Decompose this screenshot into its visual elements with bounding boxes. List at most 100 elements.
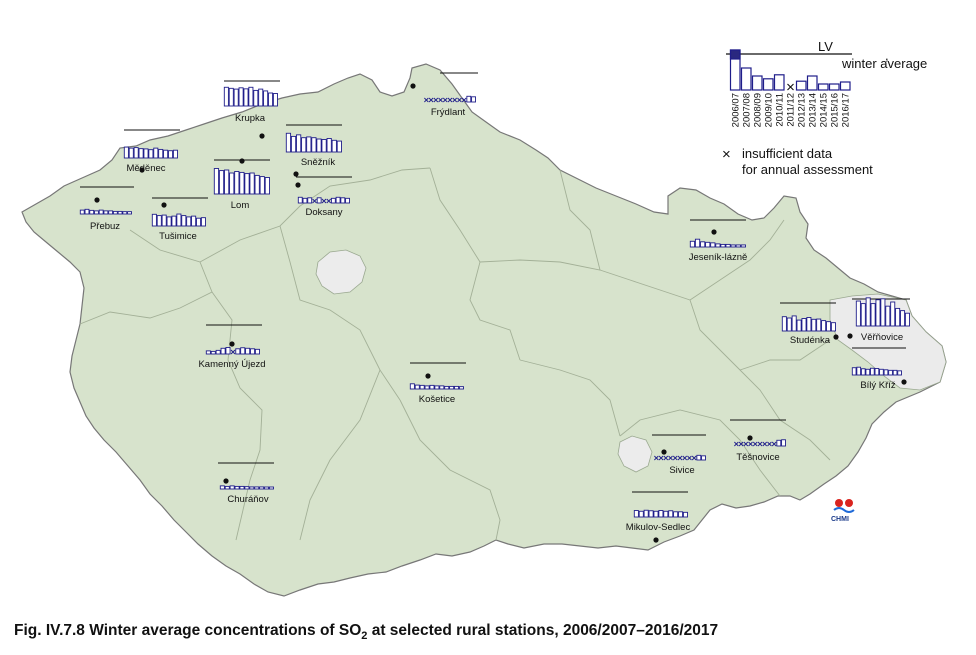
station-label: Přebuz — [90, 221, 120, 232]
winter-average-bar — [245, 347, 251, 355]
winter-average-bar — [259, 486, 265, 490]
winter-average-bar — [851, 367, 857, 376]
winter-average-bar — [705, 241, 711, 248]
insufficient-data-mark — [663, 455, 669, 461]
winter-average-bar — [225, 347, 231, 355]
winter-average-bar — [331, 139, 337, 153]
winter-average-bar — [89, 209, 95, 215]
winter-average-bar — [904, 312, 910, 327]
winter-average-bar — [444, 385, 450, 390]
winter-average-bar — [429, 384, 435, 390]
winter-average-bar — [321, 139, 327, 153]
winter-average-bar — [215, 349, 221, 355]
station-mikulov-sedlec: Mikulov-Sedlec — [626, 491, 690, 543]
station-tesnovice: Těšnovice — [730, 419, 786, 463]
station-dot — [139, 167, 145, 173]
winter-average-bar — [234, 485, 240, 490]
station-label: Frýdlant — [431, 107, 466, 118]
winter-average-bar — [191, 215, 197, 227]
winter-average-bar — [181, 215, 187, 227]
winter-average-bar — [158, 148, 164, 159]
winter-average-bar — [296, 134, 302, 153]
insufficient-data-mark — [677, 455, 683, 461]
legend-dot-mark: , — [885, 48, 889, 63]
winter-average-bar — [855, 300, 861, 327]
winter-average-bar — [259, 176, 265, 195]
winter-average-bar — [890, 301, 896, 327]
winter-average-bar — [224, 169, 230, 195]
winter-average-bar — [897, 370, 902, 376]
insufficient-data-mark — [654, 455, 659, 461]
winter-average-bar — [892, 369, 898, 376]
insufficient-data-mark — [738, 441, 744, 447]
station-krupka: Krupka — [223, 80, 280, 139]
station-label: Věřňovice — [861, 332, 903, 343]
winter-average-bar — [161, 214, 167, 227]
figure-caption: Fig. IV.7.8 Winter average concentration… — [14, 622, 964, 642]
winter-average-bar — [123, 146, 129, 159]
station-label: Sivice — [669, 465, 694, 476]
winter-average-bar — [865, 368, 871, 376]
winter-average-bar — [151, 213, 157, 227]
winter-average-bar — [84, 208, 90, 215]
winter-average-bar — [715, 243, 721, 248]
winter-average-bar — [335, 196, 341, 204]
station-lom: Lom — [213, 158, 270, 211]
station-dot — [223, 478, 229, 484]
winter-average-bar — [735, 244, 741, 248]
winter-average-bar — [466, 95, 472, 103]
legend-bar — [795, 80, 807, 91]
winter-average-bar — [865, 297, 871, 327]
winter-average-bar — [826, 321, 832, 332]
winter-average-bar — [229, 485, 235, 490]
winter-average-bar — [210, 350, 216, 355]
legend-bar — [828, 83, 840, 91]
winter-average-bar — [127, 211, 132, 215]
legend-year-label: 2010/11 — [775, 93, 786, 127]
insufficient-data-mark — [326, 198, 332, 204]
station-studenka: Studénka — [780, 302, 839, 346]
insufficient-data-mark — [433, 97, 439, 103]
winter-average-bar — [880, 298, 886, 327]
station-doksany: Doksany — [295, 176, 352, 218]
legend-year-label: 2014/15 — [819, 93, 830, 127]
insufficient-data-mark — [668, 455, 673, 461]
legend-lv-label: LV — [818, 39, 833, 54]
winter-average-bar — [870, 367, 875, 376]
insufficient-data-mark — [672, 455, 678, 461]
station-churanov: Churáňov — [218, 462, 274, 505]
legend-year-label: 2006/07 — [731, 93, 742, 127]
winter-average-bar — [885, 305, 891, 327]
winter-average-bar — [258, 88, 264, 107]
station-dot — [161, 202, 167, 208]
winter-average-bar — [224, 485, 230, 490]
winter-average-bar — [263, 90, 269, 107]
station-sneznik: Sněžník — [285, 124, 342, 177]
winter-average-bar — [307, 197, 313, 204]
station-label: Studénka — [790, 335, 831, 346]
winter-average-bar — [143, 148, 149, 159]
winter-average-bar — [791, 315, 797, 332]
chmi-logo-dot-right — [845, 499, 853, 507]
winter-average-bar — [166, 216, 172, 227]
winter-average-bar — [218, 170, 225, 195]
winter-average-bar — [720, 243, 726, 248]
winter-average-bar — [311, 137, 317, 153]
winter-average-bar — [900, 310, 906, 327]
winter-average-bar — [168, 150, 174, 159]
station-label: Měděnec — [126, 163, 165, 174]
station-label: Doksany — [306, 207, 343, 218]
station-dot — [653, 537, 659, 543]
winter-average-bar — [128, 147, 134, 159]
winter-average-bar — [806, 317, 812, 332]
insufficient-data-mark — [438, 97, 443, 103]
legend-bar — [839, 81, 851, 91]
legend-bar — [773, 74, 785, 91]
insufficient-data-mark — [752, 441, 758, 447]
winter-average-bar — [220, 347, 226, 355]
winter-average-bar — [781, 439, 786, 447]
winter-average-bar — [633, 510, 639, 518]
winter-average-bar — [233, 88, 239, 107]
chmi-logo-wave — [833, 507, 855, 513]
chmi-logo: CHMI — [831, 499, 855, 523]
